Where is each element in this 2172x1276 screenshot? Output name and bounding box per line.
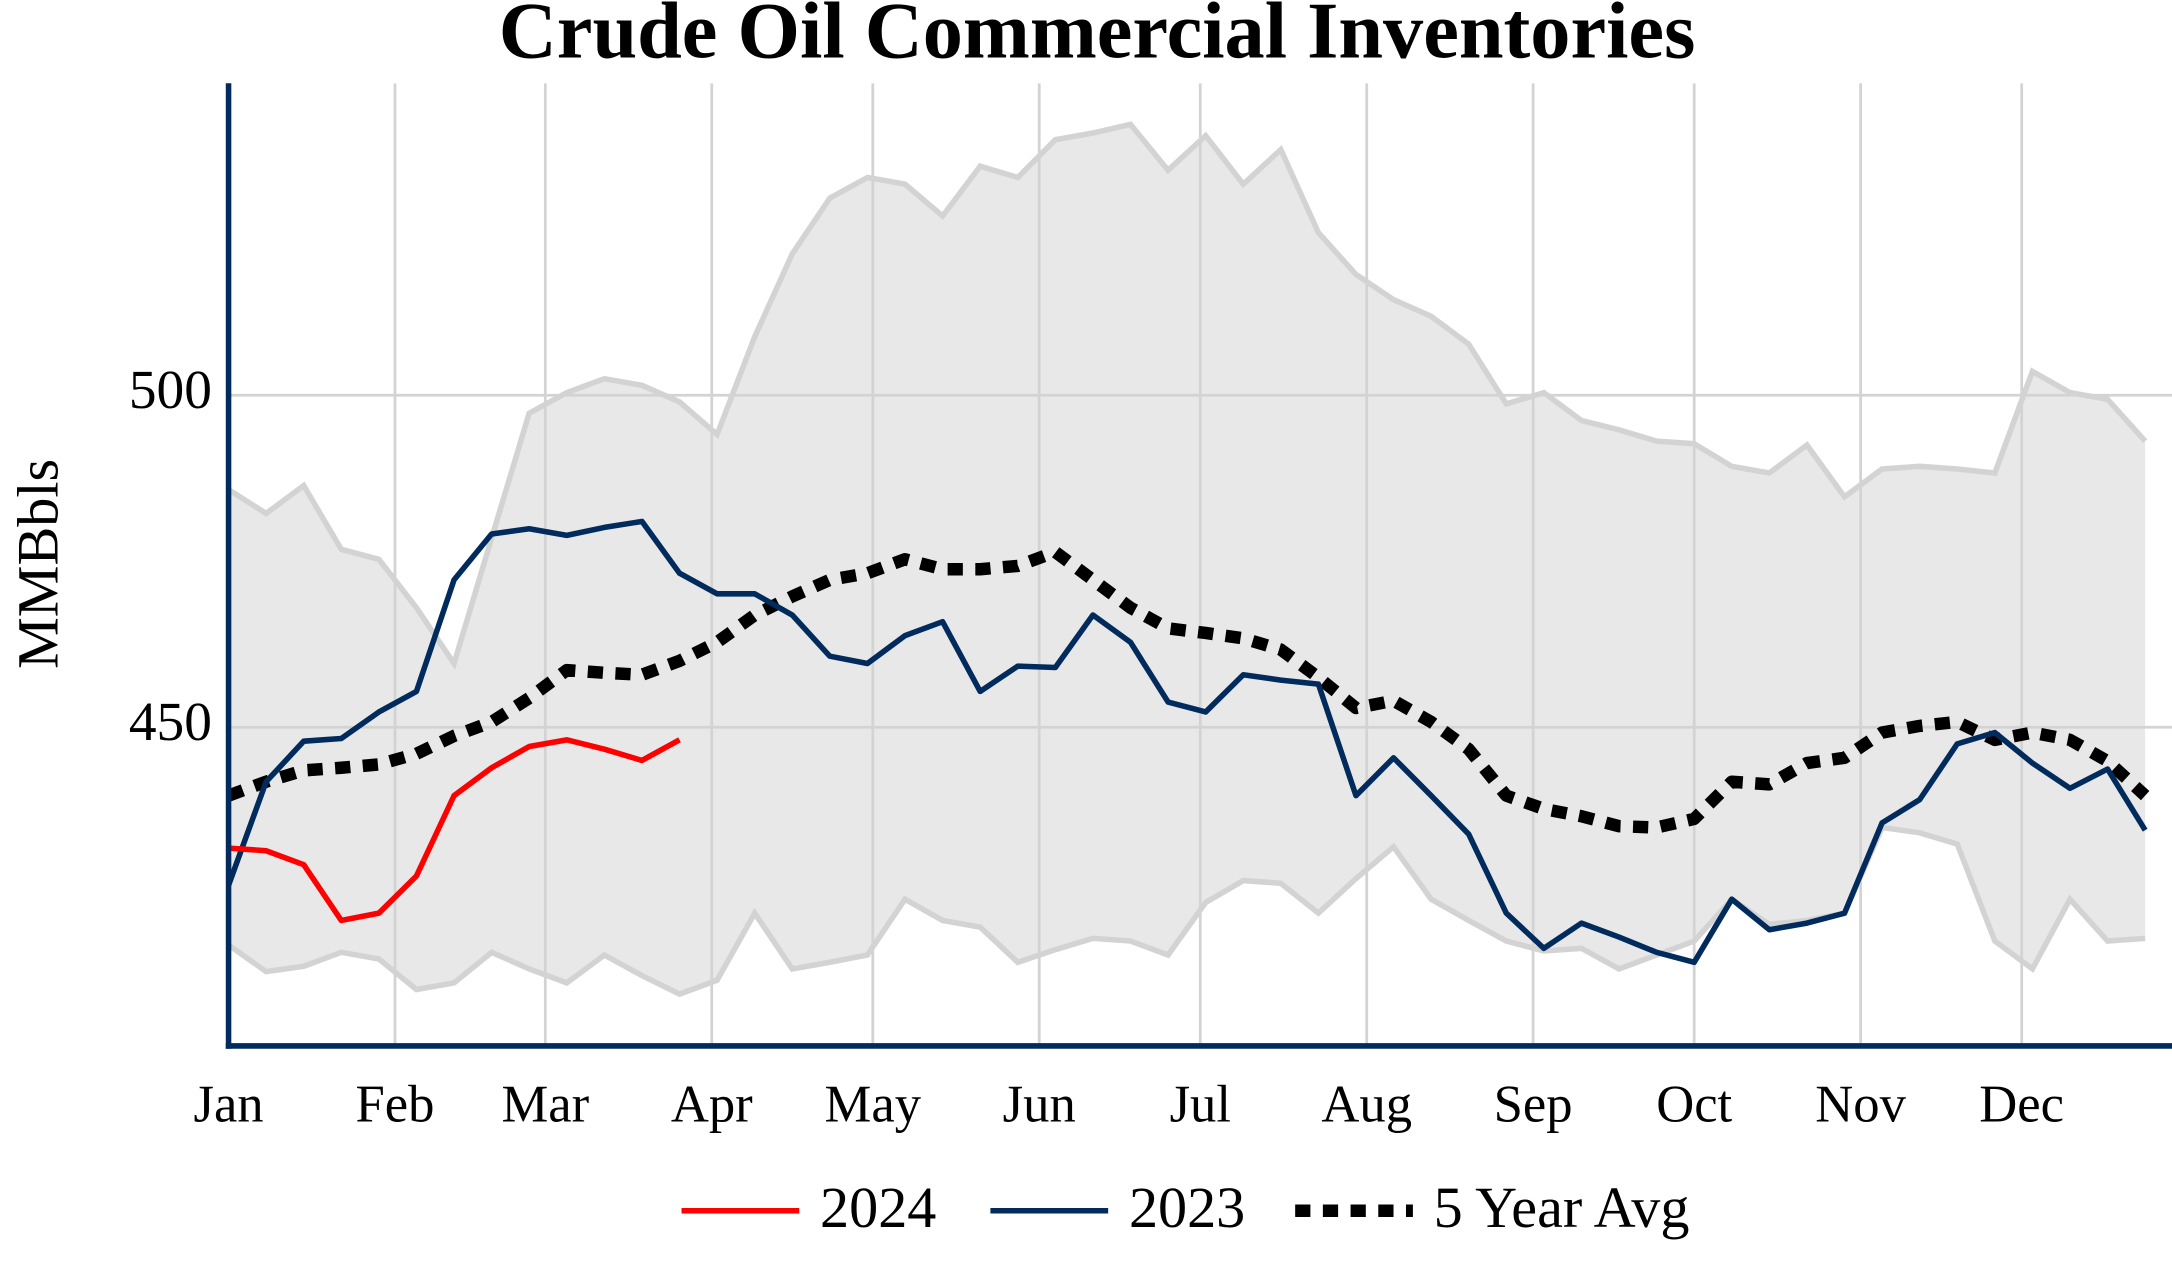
axes: Jan Feb Mar Apr May Jun Jul Aug Sep Oct Nov Dec 450 5…	[129, 83, 2172, 1240]
x-tick-label: Mar	[501, 1076, 589, 1134]
x-tick-label: Sep	[1494, 1076, 1573, 1134]
x-tick-label: Feb	[356, 1076, 435, 1134]
range-edge	[228, 121, 2148, 670]
y-tick-label: 450	[129, 691, 212, 752]
x-tick-label: Nov	[1815, 1076, 1906, 1134]
chart-title: Crude Oil Commercial Inventories	[499, 0, 1696, 75]
x-tick-label: Aug	[1321, 1076, 1412, 1134]
y-tick-label: 500	[129, 359, 212, 420]
y-axis-label: MMBbls	[6, 459, 71, 669]
x-tick-label: May	[825, 1076, 922, 1134]
plot-area	[228, 83, 2172, 1046]
x-tick-label: Dec	[1979, 1076, 2064, 1134]
series-line	[228, 737, 681, 924]
range-fill	[228, 124, 2146, 995]
x-tick-label: Oct	[1656, 1076, 1732, 1134]
series-line	[228, 545, 2150, 834]
legend-label: 2024	[820, 1175, 936, 1240]
legend-label: 5 Year Avg	[1434, 1175, 1690, 1240]
x-tick-label: Jan	[193, 1076, 263, 1134]
x-tick-label: Jul	[1170, 1076, 1231, 1134]
legend-label: 2023	[1129, 1175, 1245, 1240]
x-tick-label: Apr	[671, 1076, 753, 1134]
x-tick-label: Jun	[1003, 1076, 1076, 1134]
series-line	[228, 518, 2148, 966]
